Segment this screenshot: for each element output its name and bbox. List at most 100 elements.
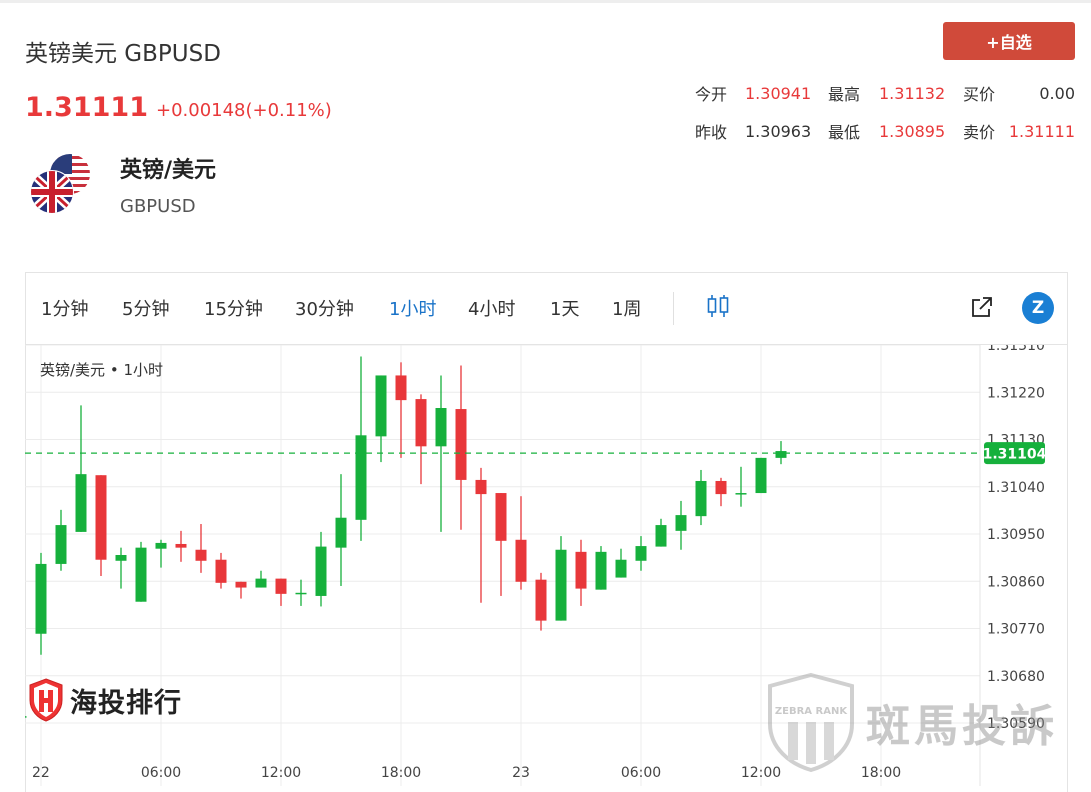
timeframe-tab[interactable]: 4小时 <box>468 299 516 320</box>
stat-value: 1.30963 <box>745 121 812 141</box>
candle-body <box>295 592 307 595</box>
timeframe-tab[interactable]: 1分钟 <box>41 299 89 320</box>
current-price-label: 1.31104 <box>983 447 1047 463</box>
last-price: 1.31111 <box>25 92 148 123</box>
x-tick-label: 23 <box>512 765 530 781</box>
candle-body <box>95 475 107 560</box>
candle-body <box>115 555 127 561</box>
timeframe-tab[interactable]: 30分钟 <box>295 299 354 320</box>
candlestick-chart[interactable]: 1.313101.312201.311301.310401.309501.308… <box>25 345 1068 786</box>
chart-toolbar: Z 1分钟 5分钟 15分钟 30分钟 1小时 4小时 1天 1周 <box>26 273 1067 345</box>
candlestick-icon[interactable] <box>705 293 731 319</box>
stat-value: 1.31132 <box>879 83 946 103</box>
x-tick-label: 06:00 <box>141 765 181 781</box>
candle-body <box>395 375 407 401</box>
timeframe-tab[interactable]: 1周 <box>612 299 642 320</box>
candle-body <box>595 551 607 590</box>
candle-body <box>435 408 447 447</box>
candle-body <box>335 517 347 548</box>
toolbar-divider <box>673 292 674 325</box>
x-tick-label: 18:00 <box>861 765 901 781</box>
candle-body <box>175 543 187 548</box>
candle-body <box>575 551 587 589</box>
candles-group <box>25 356 787 718</box>
candle-body <box>715 480 727 495</box>
x-tick-label: 12:00 <box>741 765 781 781</box>
candle-body <box>135 547 147 602</box>
price-change: +0.00148(+0.11%) <box>155 100 332 121</box>
candle-body <box>355 435 367 520</box>
candle-body <box>775 451 787 458</box>
x-tick-label: 22 <box>32 765 50 781</box>
candle-body <box>25 716 27 718</box>
candle-body <box>635 546 647 561</box>
candle-body <box>675 515 687 531</box>
candle-body <box>535 579 547 621</box>
chart-legend: 英镑/美元 • 1小时 <box>40 361 163 379</box>
y-tick-label: 1.30770 <box>987 622 1045 638</box>
candle-body <box>315 546 327 596</box>
stat-value: 1.30895 <box>879 121 946 141</box>
stats-row: 今开 1.30941 最高 1.31132 买价 0.00 <box>695 74 1075 112</box>
stat-value: 1.30941 <box>745 83 812 103</box>
candle-body <box>655 525 667 547</box>
stat-value: 1.31111 <box>1008 121 1075 141</box>
quote-stats: 今开 1.30941 最高 1.31132 买价 0.00 昨收 1.30963 最低 1.308… <box>695 74 1075 150</box>
instrument-code: GBPUSD <box>120 196 196 217</box>
candle-body <box>735 493 747 495</box>
candle-body <box>255 578 267 588</box>
timeframe-tab[interactable]: 15分钟 <box>204 299 263 320</box>
z-button[interactable]: Z <box>1022 292 1054 324</box>
x-tick-label: 12:00 <box>261 765 301 781</box>
price-row: 1.31111 +0.00148(+0.11%) <box>25 92 332 123</box>
y-tick-label: 1.31040 <box>987 480 1045 496</box>
y-tick-label: 1.31310 <box>987 345 1045 354</box>
watermark-right-text: 斑馬投訴 <box>866 701 1058 752</box>
stat-value: 0.00 <box>1039 83 1075 103</box>
y-tick-label: 1.30680 <box>987 669 1045 685</box>
y-tick-label: 1.31220 <box>987 385 1045 401</box>
candle-body <box>35 563 47 634</box>
y-tick-label: 1.30950 <box>987 527 1045 543</box>
x-tick-label: 18:00 <box>381 765 421 781</box>
zebra-watermark: ZEBRA RANK 斑馬投訴 <box>766 672 1058 772</box>
y-tick-label: 1.30590 <box>987 716 1045 732</box>
candle-body <box>375 375 387 437</box>
watermark-left-text: 海投排行 <box>70 687 182 719</box>
candle-body <box>515 539 527 582</box>
candle-body <box>415 399 427 447</box>
page-title: 英镑美元 GBPUSD <box>25 41 221 67</box>
candle-body <box>195 549 207 561</box>
zebra-badge-text: ZEBRA RANK <box>775 706 848 717</box>
timeframe-tab[interactable]: 1天 <box>550 299 580 320</box>
candle-body <box>475 479 487 495</box>
stat-label: 昨收 <box>695 123 728 142</box>
timeframe-tab[interactable]: 1小时 <box>389 299 437 320</box>
stat-label: 今开 <box>695 85 728 104</box>
top-border <box>0 0 1091 3</box>
current-price-tag <box>984 442 1045 465</box>
stat-label: 最高 <box>828 85 861 104</box>
gbp-usd-flag-icon <box>30 154 90 214</box>
candle-body <box>755 457 767 494</box>
external-link-icon[interactable] <box>971 296 993 318</box>
stat-label: 买价 <box>963 85 996 104</box>
stat-label: 最低 <box>828 123 861 142</box>
candle-body <box>695 480 707 517</box>
add-watchlist-button[interactable]: +自选 <box>943 22 1075 60</box>
zebra-shield-icon: ZEBRA RANK <box>768 672 854 772</box>
candle-body <box>615 559 627 578</box>
instrument-name: 英镑/美元 <box>120 158 217 183</box>
stat-label: 卖价 <box>963 123 996 142</box>
x-tick-label: 06:00 <box>621 765 661 781</box>
candle-body <box>555 549 567 621</box>
candle-body <box>155 542 167 549</box>
candle-body <box>455 409 467 480</box>
candle-body <box>275 578 287 594</box>
candle-body <box>235 581 247 588</box>
y-tick-label: 1.30860 <box>987 574 1045 590</box>
shield-logo-icon <box>29 678 63 722</box>
candle-body <box>495 493 507 541</box>
timeframe-tab[interactable]: 5分钟 <box>122 299 170 320</box>
candle-body <box>215 559 227 583</box>
